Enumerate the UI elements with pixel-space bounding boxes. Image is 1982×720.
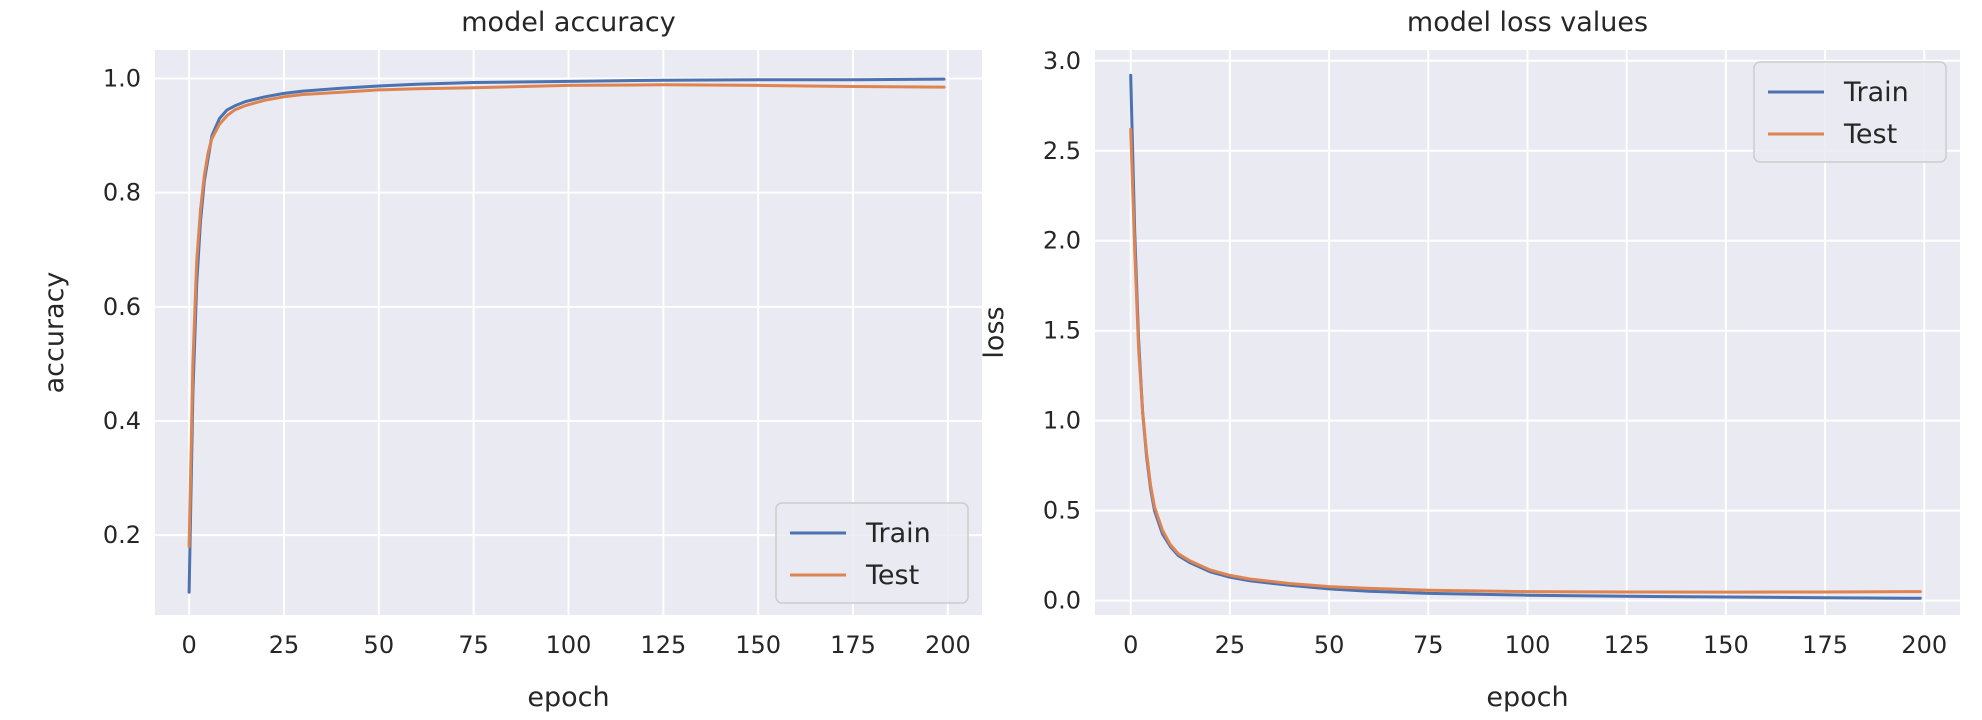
x-tick-label: 75 [1413, 631, 1444, 659]
x-axis-label: epoch [1486, 682, 1568, 713]
x-tick-label: 50 [364, 631, 395, 659]
y-tick-label: 0.4 [103, 407, 141, 435]
x-tick-label: 200 [925, 631, 971, 659]
legend: Train Test [1753, 61, 1947, 163]
y-tick-label: 0.0 [1043, 587, 1081, 615]
x-tick-label: 150 [735, 631, 781, 659]
legend-label-train: Train [865, 518, 931, 549]
chart-title: model loss values [1407, 7, 1648, 38]
x-tick-label: 125 [640, 631, 686, 659]
x-tick-label: 175 [830, 631, 876, 659]
accuracy-chart: 0 25 50 75 100 125 150 175 200 0.2 0.4 0.6 0.8 1.0 mod… [39, 7, 982, 713]
y-axis-label: loss [979, 306, 1010, 358]
x-tick-label: 100 [1505, 631, 1551, 659]
loss-chart: 0 25 50 75 100 125 150 175 200 0.0 0.5 1.0 1.5 2.0 2.5… [979, 7, 1960, 713]
y-tick-label: 1.0 [1043, 407, 1081, 435]
y-tick-label: 0.5 [1043, 497, 1081, 525]
chart-title: model accuracy [461, 7, 675, 38]
x-tick-label: 25 [269, 631, 300, 659]
accuracy-series-test-line [187, 83, 946, 548]
x-tick-label: 0 [1123, 631, 1138, 659]
x-tick-label: 0 [182, 631, 197, 659]
y-axis-label: accuracy [39, 272, 70, 394]
y-tick-label: 3.0 [1043, 47, 1081, 75]
x-tick-label: 100 [546, 631, 592, 659]
y-tick-label: 0.8 [103, 179, 141, 207]
x-axis-label: epoch [527, 682, 609, 713]
legend-box [1753, 61, 1947, 163]
y-tick-label: 2.5 [1043, 137, 1081, 165]
x-tick-label: 50 [1314, 631, 1345, 659]
legend-box [775, 502, 969, 604]
y-tick-label: 0.6 [103, 293, 141, 321]
x-tick-label: 200 [1901, 631, 1947, 659]
x-tick-label: 175 [1802, 631, 1848, 659]
loss-series-test-line [1129, 127, 1922, 594]
legend-label-test: Test [1843, 119, 1897, 150]
legend-label-test: Test [865, 560, 919, 591]
x-tick-label: 150 [1703, 631, 1749, 659]
legend-label-train: Train [1843, 77, 1909, 108]
y-tick-label: 0.2 [103, 521, 141, 549]
y-tick-label: 1.5 [1043, 317, 1081, 345]
y-tick-label: 2.0 [1043, 227, 1081, 255]
x-tick-label: 75 [458, 631, 489, 659]
y-tick-label: 1.0 [103, 65, 141, 93]
x-tick-label: 25 [1215, 631, 1246, 659]
legend: Train Test [775, 502, 969, 604]
x-tick-label: 125 [1604, 631, 1650, 659]
